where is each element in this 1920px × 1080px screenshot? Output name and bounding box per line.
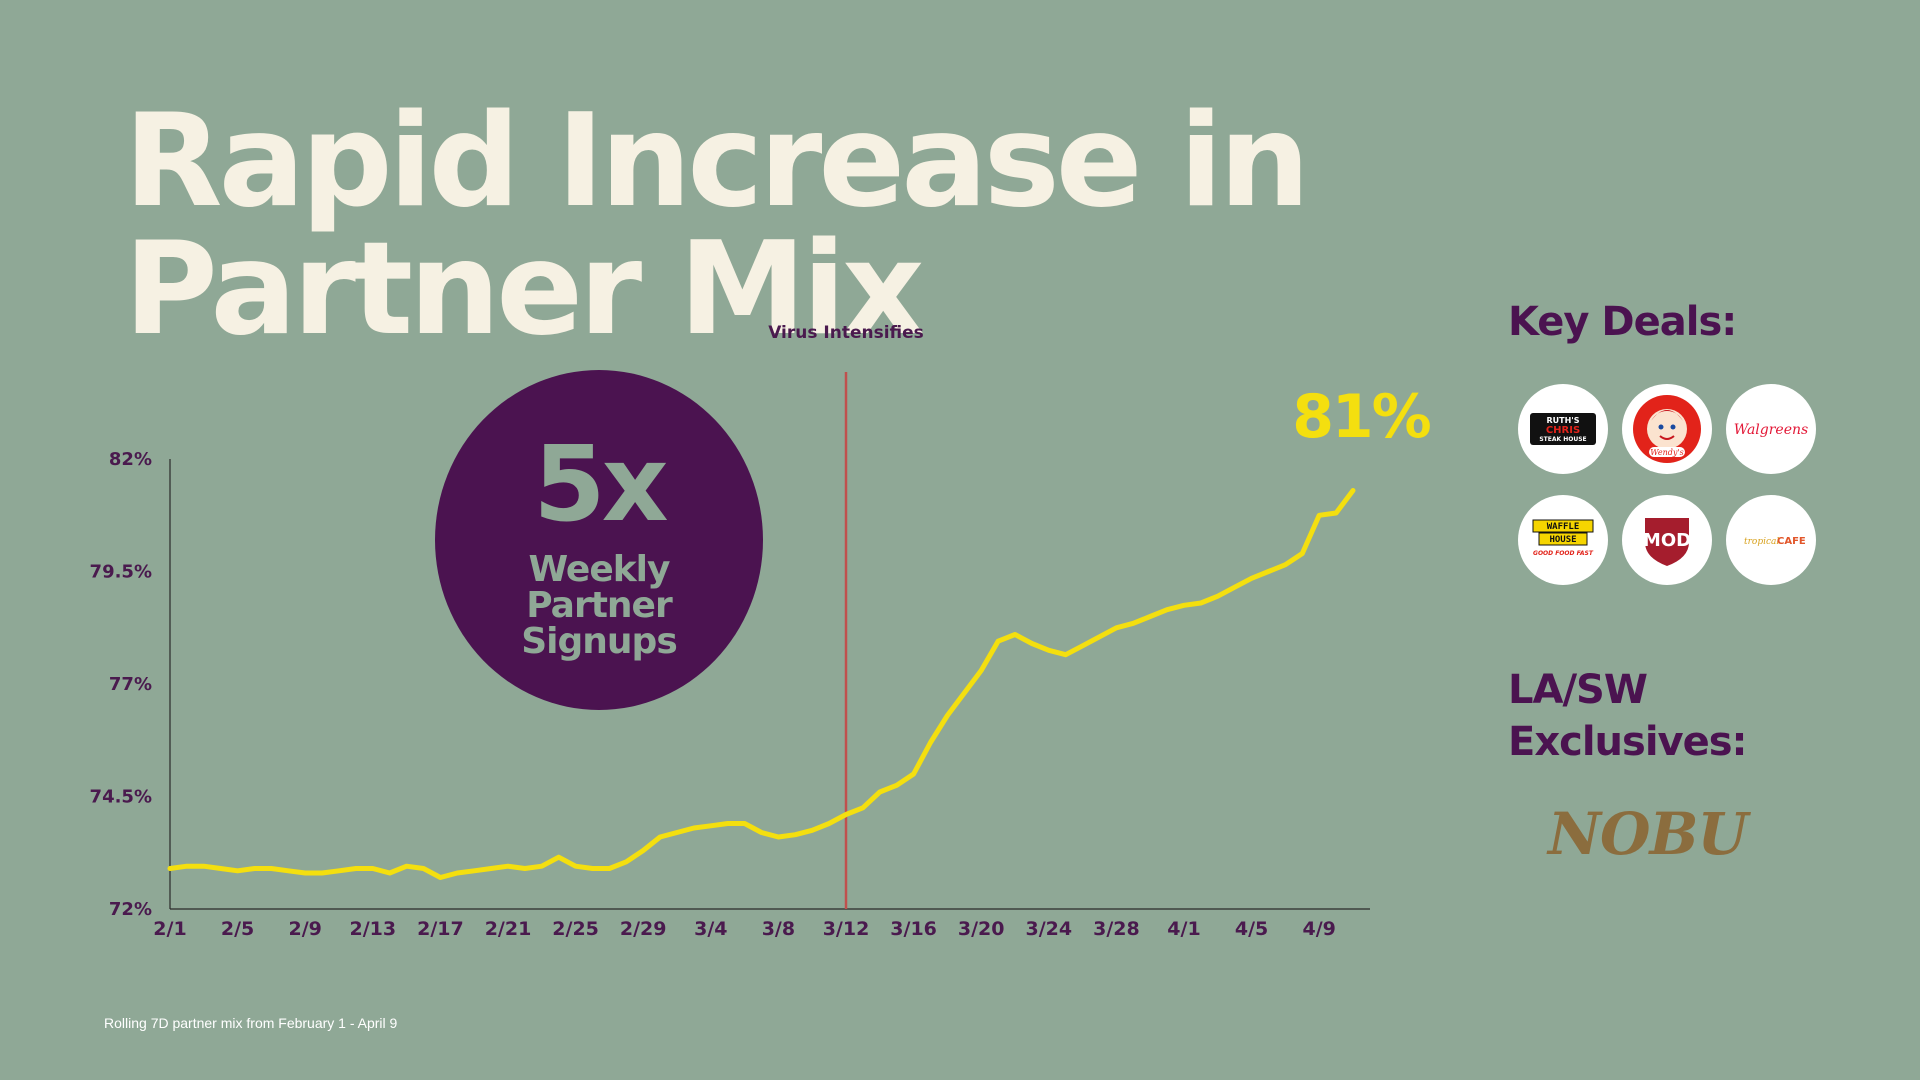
svg-text:MOD: MOD bbox=[1643, 530, 1691, 551]
x-tick-label: 3/28 bbox=[1093, 918, 1140, 940]
mod-logo: MOD bbox=[1622, 495, 1712, 585]
x-tick-label: 2/9 bbox=[289, 918, 322, 940]
end-value-label: 81% bbox=[1292, 382, 1430, 452]
x-tick-label: 2/5 bbox=[221, 918, 254, 940]
y-tick-label: 72% bbox=[109, 899, 152, 920]
x-tick-label: 3/20 bbox=[958, 918, 1005, 940]
x-tick-label: 2/1 bbox=[153, 918, 186, 940]
exclusives-heading: LA/SW Exclusives: bbox=[1508, 667, 1748, 765]
x-tick-label: 3/8 bbox=[762, 918, 795, 940]
svg-text:STEAK HOUSE: STEAK HOUSE bbox=[1539, 436, 1586, 443]
virus-intensifies-label: Virus Intensifies bbox=[768, 323, 924, 343]
x-tick-label: 2/13 bbox=[349, 918, 396, 940]
walgreens-logo: Walgreens bbox=[1726, 384, 1816, 474]
y-tick-label: 74.5% bbox=[90, 787, 152, 808]
page-title: Rapid Increase in Partner Mix bbox=[124, 87, 1310, 364]
x-tick-label: 4/9 bbox=[1303, 918, 1336, 940]
y-tick-label: 77% bbox=[109, 674, 152, 695]
weekly-signups-callout: 5x Weekly Partner Signups bbox=[435, 370, 763, 710]
svg-text:Walgreens: Walgreens bbox=[1734, 422, 1808, 438]
y-tick-label: 82% bbox=[109, 449, 152, 470]
svg-text:tropical: tropical bbox=[1744, 537, 1779, 547]
x-tick-label: 3/24 bbox=[1025, 918, 1072, 940]
tropical-cafe-logo-mark: tropical CAFE bbox=[1744, 536, 1806, 547]
waffle-house-logo: WAFFLE HOUSE GOOD FOOD FAST bbox=[1518, 495, 1608, 585]
series-line bbox=[167, 488, 1356, 880]
svg-text:HOUSE: HOUSE bbox=[1549, 535, 1576, 545]
x-tick-label: 2/29 bbox=[620, 918, 667, 940]
x-tick-label: 4/1 bbox=[1167, 918, 1200, 940]
tropical-cafe-logo: tropical CAFE bbox=[1726, 495, 1816, 585]
svg-text:CHRIS: CHRIS bbox=[1546, 425, 1580, 436]
x-tick-label: 3/12 bbox=[823, 918, 870, 940]
key-deals-heading: Key Deals: bbox=[1508, 299, 1737, 345]
y-tick-label: 79.5% bbox=[90, 562, 152, 583]
waffle-house-logo-mark: WAFFLE HOUSE GOOD FOOD FAST bbox=[1532, 519, 1594, 557]
svg-text:CAFE: CAFE bbox=[1777, 536, 1806, 547]
footnote: Rolling 7D partner mix from February 1 -… bbox=[104, 1015, 398, 1031]
walgreens-logo-mark: Walgreens bbox=[1734, 422, 1808, 438]
svg-text:WAFFLE: WAFFLE bbox=[1547, 522, 1580, 532]
svg-text:RUTH'S: RUTH'S bbox=[1546, 416, 1579, 425]
wendys-logo: Wendy's bbox=[1622, 384, 1712, 474]
ruths-chris-logo: RUTH'S CHRIS STEAK HOUSE bbox=[1518, 384, 1608, 474]
svg-text:GOOD FOOD FAST: GOOD FOOD FAST bbox=[1533, 550, 1594, 557]
callout-caption: Weekly Partner Signups bbox=[521, 549, 678, 662]
svg-text:Wendy's: Wendy's bbox=[1650, 448, 1683, 457]
x-tick-label: 3/16 bbox=[890, 918, 937, 940]
x-tick-label: 2/25 bbox=[552, 918, 599, 940]
nobu-logo: NOBU bbox=[1548, 800, 1748, 868]
callout-multiplier: 5x bbox=[533, 423, 668, 545]
x-tick-label: 2/17 bbox=[417, 918, 464, 940]
x-tick-label: 2/21 bbox=[485, 918, 532, 940]
mod-logo-mark: MOD bbox=[1643, 518, 1691, 566]
wendys-logo-mark: Wendy's bbox=[1633, 395, 1701, 463]
x-tick-label: 3/4 bbox=[694, 918, 727, 940]
ruths-chris-logo-mark: RUTH'S CHRIS STEAK HOUSE bbox=[1530, 413, 1596, 445]
x-tick-label: 4/5 bbox=[1235, 918, 1268, 940]
